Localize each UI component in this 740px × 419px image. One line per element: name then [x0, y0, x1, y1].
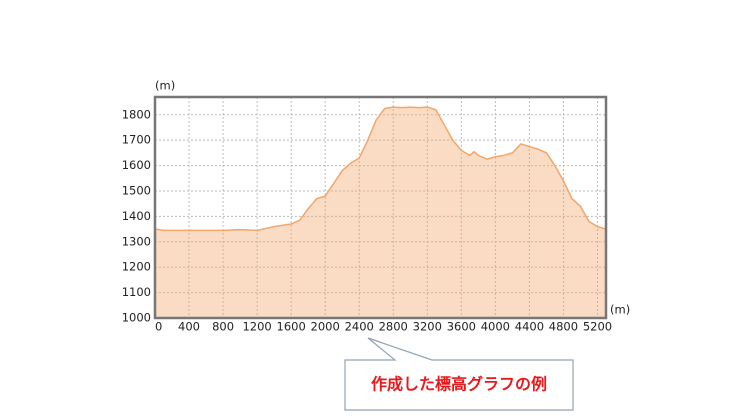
- x-tick-label: 3600: [447, 320, 476, 334]
- x-tick-label: 800: [212, 320, 234, 334]
- x-tick-label: 0: [155, 320, 162, 334]
- y-axis-label: (m): [155, 79, 175, 93]
- area-fill: [155, 107, 606, 318]
- x-tick-label: 400: [178, 320, 200, 334]
- callout-box: [344, 337, 574, 411]
- x-tick-label: 1600: [277, 320, 306, 334]
- y-tick-label: 1500: [122, 183, 151, 197]
- x-tick-label: 4000: [481, 320, 510, 334]
- y-tick-label: 1100: [122, 285, 151, 299]
- y-tick-label: 1800: [122, 107, 151, 121]
- y-tick-label: 1000: [122, 311, 151, 325]
- x-tick-label: 1200: [242, 320, 271, 334]
- x-tick-label: 4800: [549, 320, 578, 334]
- y-tick-label: 1200: [122, 260, 151, 274]
- plot-border: [153, 95, 608, 320]
- x-tick-label: 2000: [311, 320, 340, 334]
- x-tick-label: 2800: [379, 320, 408, 334]
- y-tick-label: 1700: [122, 133, 151, 147]
- x-tick-label: 2400: [345, 320, 374, 334]
- x-tick-label: 5200: [583, 320, 612, 334]
- x-tick-label: 4400: [515, 320, 544, 334]
- y-tick-label: 1400: [122, 209, 151, 223]
- x-axis-label: (m): [610, 303, 630, 317]
- plot-background: [155, 97, 606, 318]
- x-tick-label: 3200: [413, 320, 442, 334]
- callout-text: 作成した標高グラフの例: [371, 375, 547, 394]
- y-tick-label: 1600: [122, 158, 151, 172]
- y-tick-label: 1300: [122, 234, 151, 248]
- area-line: [154, 106, 607, 232]
